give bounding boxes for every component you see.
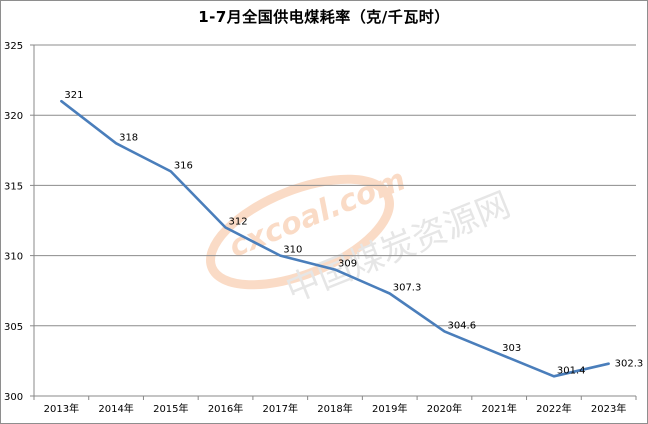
x-tick-label-2: 2015年: [153, 402, 188, 415]
x-tick-label-7: 2020年: [427, 402, 462, 415]
y-axis-ticks: 300 305 310 315 320 325: [4, 41, 34, 403]
axes: [33, 45, 636, 397]
data-labels: 321 318 316 312 310 309 307.3 304.6 303 301.4 302.…: [64, 90, 643, 376]
data-label-10: 302.3: [615, 359, 644, 370]
data-label-9: 301.4: [557, 365, 586, 376]
data-label-0: 321: [64, 90, 83, 101]
data-label-7: 304.6: [447, 320, 476, 331]
x-tick-label-4: 2017年: [263, 402, 298, 415]
x-axis-ticks: 2013年 2014年 2015年 2016年 2017年 2018年 2019年 2020年…: [33, 396, 637, 415]
data-label-8: 303: [502, 343, 521, 354]
data-label-5: 309: [338, 259, 357, 270]
x-tick-label-5: 2018年: [317, 402, 352, 415]
y-tick-label-305: 305: [4, 322, 23, 333]
y-tick-label-300: 300: [4, 392, 23, 403]
x-tick-label-8: 2021年: [481, 402, 516, 415]
data-label-1: 318: [119, 132, 138, 143]
series-line: [60, 99, 610, 378]
data-label-4: 310: [283, 245, 302, 256]
x-tick-label-9: 2022年: [536, 402, 571, 415]
y-tick-label-310: 310: [4, 252, 23, 263]
y-tick-label-315: 315: [4, 181, 23, 192]
x-tick-label-3: 2016年: [208, 402, 243, 415]
data-label-2: 316: [174, 160, 193, 171]
x-tick-label-6: 2019年: [372, 402, 407, 415]
x-tick-label-0: 2013年: [44, 402, 79, 415]
data-label-6: 307.3: [393, 283, 422, 294]
watermark-logo: cxcoal.com 中国煤炭资源网: [206, 162, 516, 311]
data-label-3: 312: [229, 217, 248, 228]
y-tick-label-325: 325: [4, 41, 23, 52]
chart-title: 1-7月全国供电煤耗率（克/千瓦时）: [198, 8, 450, 26]
x-tick-label-10: 2023年: [591, 402, 626, 415]
series-polyline: [60, 99, 610, 378]
y-tick-label-320: 320: [4, 111, 23, 122]
x-tick-label-1: 2014年: [98, 402, 133, 415]
